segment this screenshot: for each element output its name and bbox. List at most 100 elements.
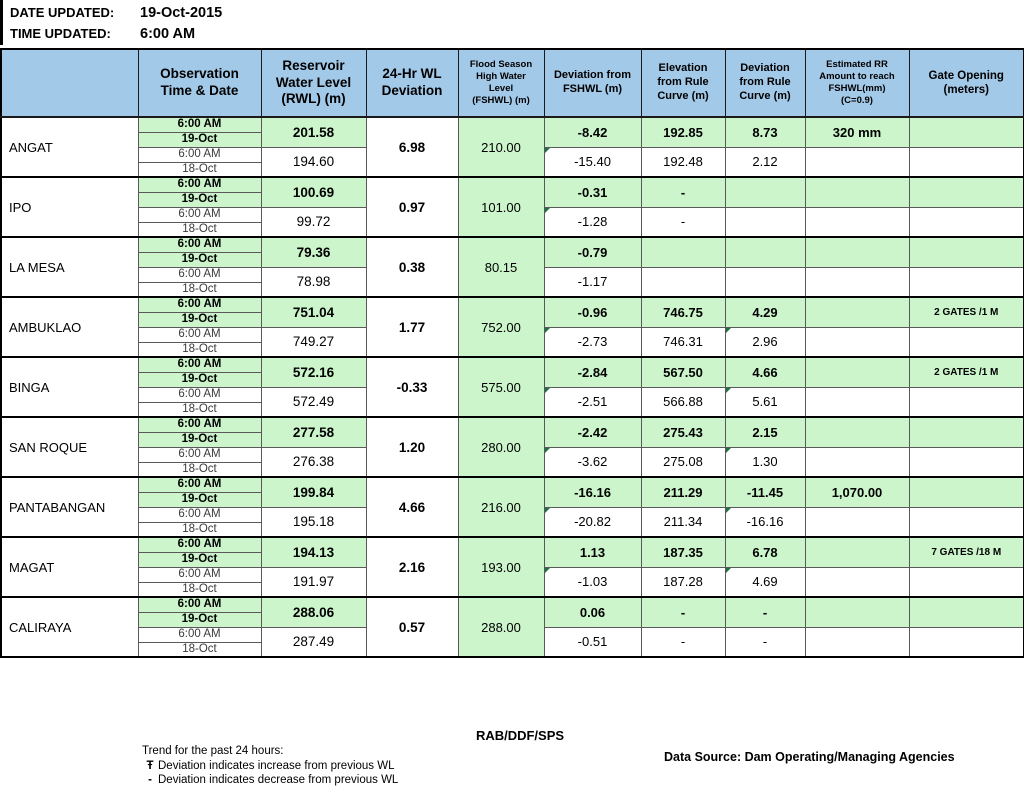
dam-name-cell: AMBUKLAO: [0, 296, 139, 358]
est-rr-current-cell: [804, 416, 910, 448]
dam-name-cell: PANTABANGAN: [0, 476, 139, 538]
gate-opening-previous-cell: [908, 146, 1024, 178]
dev-fshwl-previous-cell: -15.40: [543, 146, 642, 178]
gate-opening-current-cell: [908, 596, 1024, 628]
obs-time-current-cell: 6:00 AM: [137, 296, 262, 313]
elev-rule-curve-current-cell: 275.43: [640, 416, 726, 448]
est-rr-previous-cell: [804, 446, 910, 478]
elev-rule-curve-current-cell: 187.35: [640, 536, 726, 568]
obs-date-current-cell: 19-Oct: [137, 191, 262, 208]
obs-date-current-cell: 19-Oct: [137, 131, 262, 148]
col-header-24hr-deviation: 24-Hr WL Deviation: [365, 48, 459, 118]
rwl-current-cell: 751.04: [260, 296, 367, 328]
obs-time-previous-cell: 6:00 AM: [137, 206, 262, 223]
obs-date-previous-cell: 18-Oct: [137, 581, 262, 598]
gate-opening-previous-cell: [908, 386, 1024, 418]
dev-fshwl-previous-cell: -2.51: [543, 386, 642, 418]
gate-opening-current-cell: [908, 416, 1024, 448]
dev-fshwl-previous-cell: -20.82: [543, 506, 642, 538]
dev-rule-curve-current-cell: 6.78: [724, 536, 806, 568]
obs-time-previous-cell: 6:00 AM: [137, 626, 262, 643]
elev-rule-curve-previous-cell: 192.48: [640, 146, 726, 178]
est-rr-current-cell: [804, 356, 910, 388]
time-updated-value: 6:00 AM: [140, 26, 196, 42]
dam-name-cell: MAGAT: [0, 536, 139, 598]
gate-opening-current-cell: [908, 236, 1024, 268]
gate-opening-previous-cell: [908, 566, 1024, 598]
obs-date-current-cell: 19-Oct: [137, 431, 262, 448]
rwl-previous-cell: 99.72: [260, 206, 367, 238]
obs-time-current-cell: 6:00 AM: [137, 176, 262, 193]
obs-date-previous-cell: 18-Oct: [137, 401, 262, 418]
data-source-note: Data Source: Dam Operating/Managing Agen…: [664, 750, 955, 764]
dev-fshwl-current-cell: -0.79: [543, 236, 642, 268]
gate-opening-previous-cell: [908, 446, 1024, 478]
est-rr-previous-cell: [804, 566, 910, 598]
dev-rule-curve-current-cell: 4.29: [724, 296, 806, 328]
col-header-observation: Observation Time & Date: [137, 48, 262, 118]
trend-decrease-text: Deviation indicates decrease from previo…: [158, 774, 399, 787]
est-rr-current-cell: 320 mm: [804, 116, 910, 148]
dev-rule-curve-current-cell: -11.45: [724, 476, 806, 508]
obs-date-previous-cell: 18-Oct: [137, 161, 262, 178]
dev-rule-curve-previous-cell: [724, 266, 806, 298]
obs-date-current-cell: 19-Oct: [137, 491, 262, 508]
dev-rule-curve-previous-cell: 2.96: [724, 326, 806, 358]
wl-deviation-24hr-cell: 1.77: [365, 296, 459, 358]
elev-rule-curve-current-cell: -: [640, 596, 726, 628]
fshwl-cell: 280.00: [457, 416, 545, 478]
est-rr-current-cell: [804, 536, 910, 568]
fshwl-cell: 193.00: [457, 536, 545, 598]
gate-opening-previous-cell: [908, 326, 1024, 358]
dev-fshwl-current-cell: -2.84: [543, 356, 642, 388]
rwl-previous-cell: 78.98: [260, 266, 367, 298]
dev-fshwl-current-cell: -16.16: [543, 476, 642, 508]
obs-time-previous-cell: 6:00 AM: [137, 386, 262, 403]
est-rr-previous-cell: [804, 386, 910, 418]
elev-rule-curve-previous-cell: -: [640, 206, 726, 238]
wl-deviation-24hr-cell: 0.97: [365, 176, 459, 238]
obs-time-current-cell: 6:00 AM: [137, 476, 262, 493]
elev-rule-curve-current-cell: [640, 236, 726, 268]
dev-rule-curve-previous-cell: [724, 206, 806, 238]
obs-date-previous-cell: 18-Oct: [137, 221, 262, 238]
est-rr-previous-cell: [804, 626, 910, 658]
rwl-current-cell: 201.58: [260, 116, 367, 148]
est-rr-previous-cell: [804, 506, 910, 538]
col-header-fshwl: Flood Season High Water Level (FSHWL) (m…: [457, 48, 545, 118]
elev-rule-curve-current-cell: 567.50: [640, 356, 726, 388]
dev-fshwl-current-cell: 0.06: [543, 596, 642, 628]
rwl-previous-cell: 195.18: [260, 506, 367, 538]
fshwl-cell: 101.00: [457, 176, 545, 238]
obs-time-current-cell: 6:00 AM: [137, 356, 262, 373]
gate-opening-previous-cell: [908, 266, 1024, 298]
elev-rule-curve-previous-cell: 187.28: [640, 566, 726, 598]
decrease-symbol: -: [148, 774, 152, 787]
col-header-dev-rule-curve: Deviation from Rule Curve (m): [724, 48, 806, 118]
trend-legend: Trend for the past 24 hours: Ŧ Deviation…: [142, 744, 398, 788]
wl-deviation-24hr-cell: 0.57: [365, 596, 459, 658]
obs-time-current-cell: 6:00 AM: [137, 116, 262, 133]
elev-rule-curve-current-cell: 746.75: [640, 296, 726, 328]
est-rr-previous-cell: [804, 206, 910, 238]
dev-rule-curve-previous-cell: 2.12: [724, 146, 806, 178]
elev-rule-curve-previous-cell: [640, 266, 726, 298]
rwl-current-cell: 199.84: [260, 476, 367, 508]
obs-date-current-cell: 19-Oct: [137, 371, 262, 388]
obs-date-previous-cell: 18-Oct: [137, 281, 262, 298]
dev-fshwl-previous-cell: -0.51: [543, 626, 642, 658]
obs-time-current-cell: 6:00 AM: [137, 596, 262, 613]
wl-deviation-24hr-cell: 1.20: [365, 416, 459, 478]
elev-rule-curve-current-cell: -: [640, 176, 726, 208]
est-rr-previous-cell: [804, 266, 910, 298]
wl-deviation-24hr-cell: 6.98: [365, 116, 459, 178]
obs-date-current-cell: 19-Oct: [137, 251, 262, 268]
elev-rule-curve-previous-cell: 566.88: [640, 386, 726, 418]
gate-opening-current-cell: 2 GATES /1 M: [908, 296, 1024, 328]
trend-increase-text: Deviation indicates increase from previo…: [158, 759, 395, 772]
dev-fshwl-current-cell: -2.42: [543, 416, 642, 448]
gate-opening-current-cell: [908, 476, 1024, 508]
obs-time-previous-cell: 6:00 AM: [137, 506, 262, 523]
rwl-current-cell: 572.16: [260, 356, 367, 388]
obs-time-current-cell: 6:00 AM: [137, 536, 262, 553]
